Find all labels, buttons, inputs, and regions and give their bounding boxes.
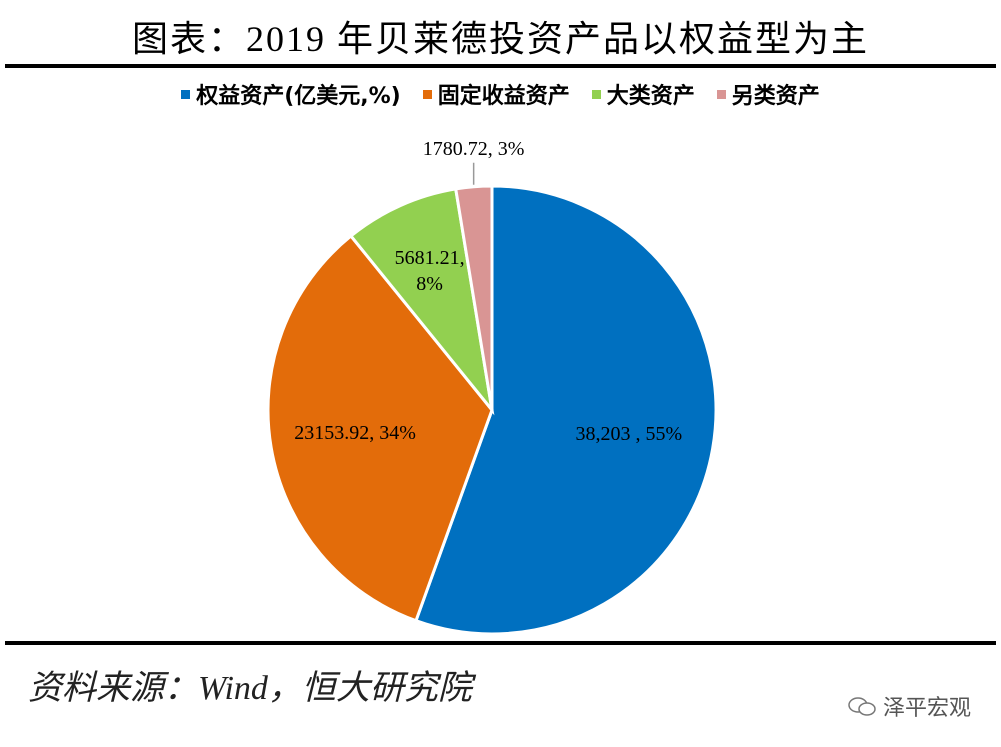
legend-item: 权益资产(亿美元,%) (181, 78, 401, 110)
watermark: 泽平宏观 (847, 690, 971, 722)
legend-label: 另类资产 (731, 84, 820, 109)
rule (5, 64, 996, 68)
legend-swatch (181, 89, 191, 99)
legend-label: 固定收益资产 (437, 84, 570, 109)
data-label: 1780.72, 3% (422, 137, 525, 160)
legend-item: 固定收益资产 (422, 78, 570, 110)
data-label: 23153.92, 34% (294, 422, 416, 445)
legend-swatch (591, 89, 601, 99)
data-label: 5681.21, 8% (394, 247, 465, 296)
pie-slice (348, 187, 495, 416)
data-label: 38,203 , 55% (575, 422, 683, 445)
legend-swatch (422, 89, 432, 99)
legend-item: 另类资产 (716, 78, 820, 110)
legend-label: 大类资产 (606, 84, 695, 109)
legend-label: 权益资产(亿美元,%) (196, 84, 401, 109)
source-note: 资料来源：Wind，恒大研究院 (28, 670, 472, 707)
pie-slice (414, 184, 718, 636)
chart-title: 图表：2019 年贝莱德投资产品以权益型为主 (131, 19, 869, 59)
watermark-text: 泽平宏观 (882, 696, 971, 721)
legend: 权益资产(亿美元,%) 固定收益资产 大类资产 另类资产 (0, 78, 1001, 110)
legend-item: 大类资产 (591, 78, 695, 110)
rule (5, 641, 996, 645)
wechat-icon (848, 697, 876, 716)
pie-slice (454, 184, 494, 411)
pie-slice (266, 233, 494, 623)
legend-swatch (716, 89, 726, 99)
